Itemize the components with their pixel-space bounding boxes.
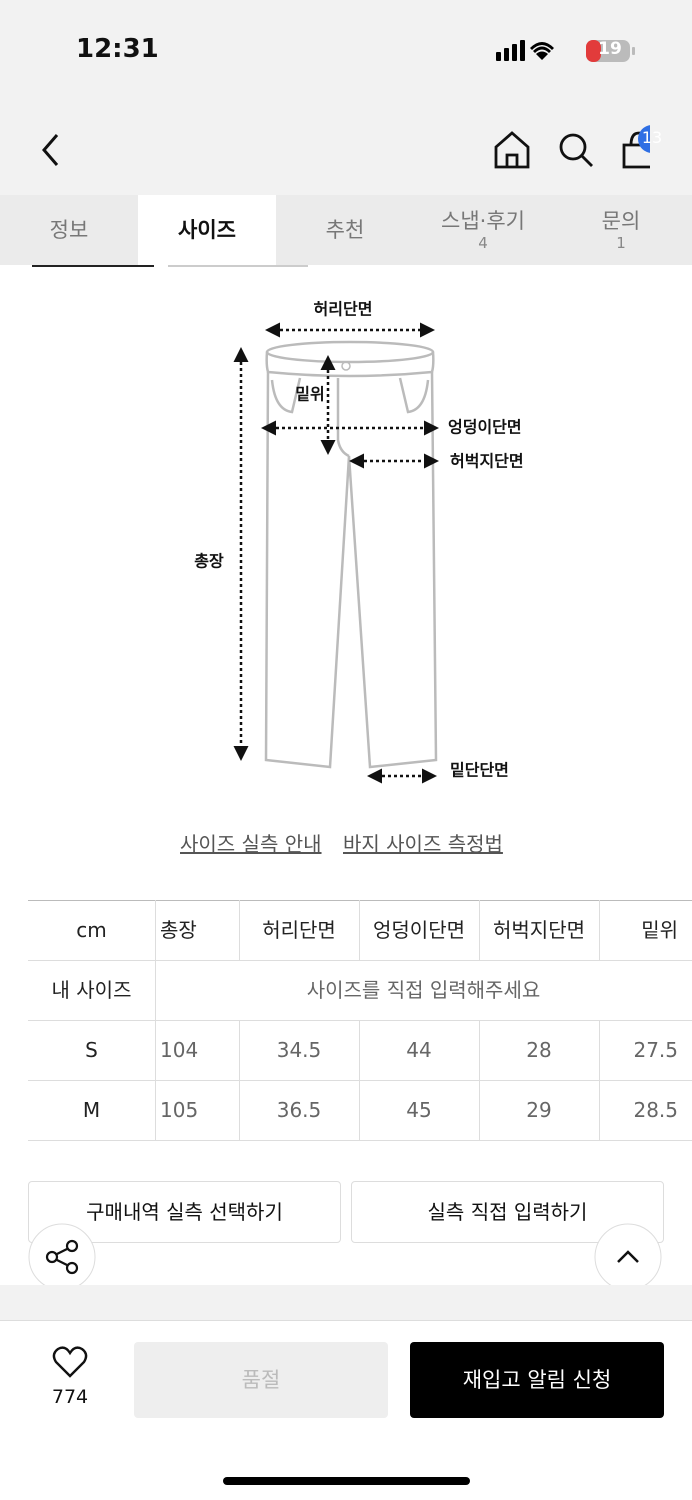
cart-badge: 13 bbox=[641, 128, 663, 147]
home-indicator bbox=[223, 1477, 470, 1485]
table-cell: 36.5 bbox=[276, 1098, 322, 1122]
tab-label: 스냅·후기 bbox=[441, 209, 525, 233]
row-label: 내 사이즈 bbox=[51, 978, 132, 1002]
clock: 12:31 bbox=[76, 34, 159, 64]
table-cell: 45 bbox=[406, 1098, 432, 1122]
table-border bbox=[155, 900, 156, 1140]
battery-level: 19 bbox=[598, 39, 622, 59]
table-border bbox=[239, 1020, 240, 1140]
history-button[interactable]: 구매내역 실측 선택하기 bbox=[28, 1181, 341, 1243]
underline bbox=[32, 265, 154, 267]
table-border bbox=[599, 900, 600, 960]
back-button[interactable] bbox=[42, 134, 59, 166]
home-button[interactable] bbox=[494, 131, 530, 169]
table-border bbox=[599, 1020, 600, 1140]
like-count: 774 bbox=[51, 1386, 89, 1408]
tab[interactable]: 정보 bbox=[49, 218, 89, 242]
table-header: 밑위 bbox=[641, 918, 678, 942]
link[interactable]: 바지 사이즈 측정법 bbox=[343, 832, 503, 856]
tab-count: 1 bbox=[616, 234, 626, 252]
table-cell: 105 bbox=[160, 1098, 199, 1122]
table-border bbox=[239, 900, 240, 960]
table-border bbox=[479, 1020, 480, 1140]
restock-button[interactable]: 재입고 알림 신청 bbox=[410, 1342, 664, 1418]
table-border bbox=[479, 900, 480, 960]
tab[interactable]: 문의 1 bbox=[552, 195, 690, 265]
table-cell: 34.5 bbox=[276, 1038, 322, 1062]
scroll-top-button[interactable] bbox=[594, 1223, 662, 1291]
diagram-label: 밑단단면 bbox=[450, 761, 509, 780]
tab-active[interactable]: 사이즈 bbox=[138, 195, 276, 265]
table-cell: 27.5 bbox=[633, 1038, 678, 1062]
table-border bbox=[28, 1080, 692, 1081]
table-header: 총장 bbox=[160, 918, 197, 942]
nav-icons bbox=[42, 125, 650, 169]
manual-button[interactable]: 실측 직접 입력하기 bbox=[351, 1181, 664, 1243]
table-header: 허리단면 bbox=[262, 918, 336, 942]
underline bbox=[168, 265, 308, 267]
table-border bbox=[359, 1020, 360, 1140]
size-diagram: 허리단면 밑위 엉덩이단면 허벅지단면 총장 밑단단면 bbox=[194, 300, 524, 784]
table-border bbox=[28, 960, 692, 961]
diagram-label: 허리단면 bbox=[314, 300, 373, 319]
diagram-label: 허벅지단면 bbox=[450, 452, 524, 471]
diagram-label: 총장 bbox=[194, 552, 224, 571]
floating-buttons bbox=[28, 1223, 662, 1291]
search-button[interactable] bbox=[559, 133, 587, 161]
table-border bbox=[28, 900, 692, 901]
header-bg bbox=[0, 0, 692, 195]
tab-count: 4 bbox=[478, 234, 488, 252]
table-border bbox=[28, 1020, 692, 1021]
table-border bbox=[28, 1140, 692, 1141]
table-cell: 28.5 bbox=[633, 1098, 678, 1122]
link[interactable]: 사이즈 실측 안내 bbox=[180, 832, 322, 856]
tab-bar bbox=[0, 195, 692, 265]
table-cell: 104 bbox=[160, 1038, 199, 1062]
table-header: 엉덩이단면 bbox=[373, 918, 465, 942]
share-button[interactable] bbox=[28, 1223, 96, 1291]
table-border bbox=[359, 900, 360, 960]
tab-label: 문의 bbox=[601, 209, 641, 233]
tab[interactable]: 스냅·후기 4 bbox=[414, 195, 552, 265]
sold-out-button: 품절 bbox=[134, 1342, 388, 1418]
diagram-label: 엉덩이단면 bbox=[448, 418, 522, 437]
row-label: M bbox=[82, 1098, 101, 1122]
table-cell: 44 bbox=[406, 1038, 432, 1062]
table-cell: 28 bbox=[526, 1038, 552, 1062]
placeholder: 사이즈를 직접 입력해주세요 bbox=[306, 978, 541, 1002]
table-header: cm bbox=[76, 918, 107, 942]
row-label: S bbox=[85, 1038, 98, 1062]
diagram-label: 밑위 bbox=[295, 385, 324, 404]
tab[interactable]: 추천 bbox=[325, 218, 365, 242]
table-header: 허벅지단면 bbox=[493, 918, 585, 942]
table-cell: 29 bbox=[526, 1098, 552, 1122]
like-button[interactable] bbox=[52, 1346, 88, 1380]
divider bbox=[0, 1285, 692, 1321]
status-icons bbox=[496, 40, 635, 62]
